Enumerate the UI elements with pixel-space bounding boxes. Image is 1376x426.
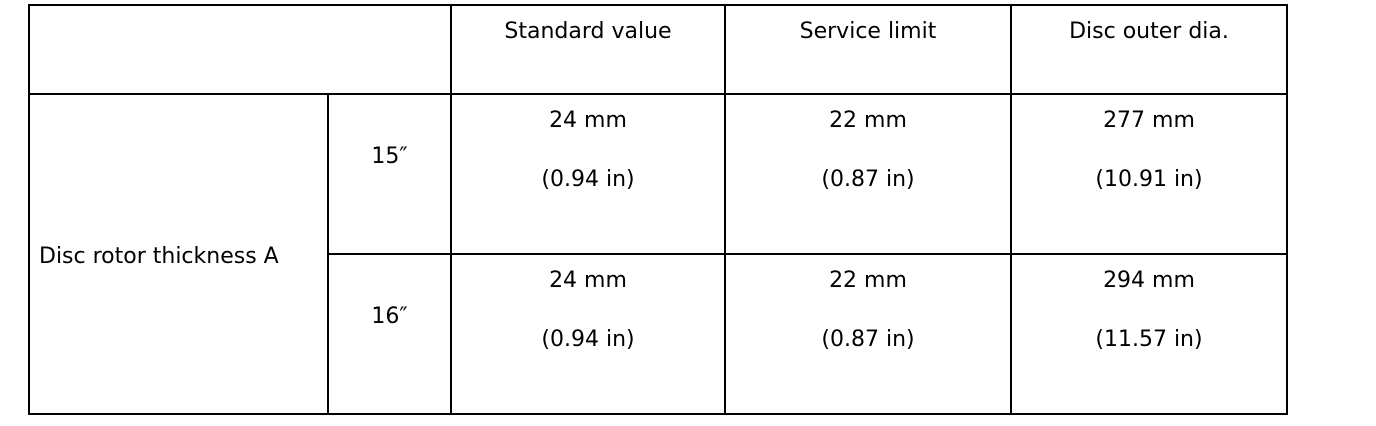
disc-outer-dia-cell: 294 mm (11.57 in) (1010, 253, 1288, 415)
header-empty-cell (28, 4, 452, 95)
disc-rotor-spec-table: Standard value Service limit Disc outer … (28, 4, 1288, 415)
size-cell: 15″ (327, 93, 452, 255)
service-limit-cell: 22 mm (0.87 in) (724, 253, 1012, 415)
header-standard-value: Standard value (450, 4, 726, 95)
table-row: Disc rotor thickness A 15″ 24 mm (0.94 in… (28, 93, 1288, 415)
standard-value-cell: 24 mm (0.94 in) (450, 253, 726, 415)
header-disc-outer-dia: Disc outer dia. (1010, 4, 1288, 95)
table-row: 16″ 24 mm (0.94 in) 22 mm (0.87 in) 294 mm… (29, 253, 1288, 415)
size-cell: 16″ (327, 253, 452, 415)
header-row: Standard value Service limit Disc outer … (28, 4, 1288, 95)
row-label-cell: Disc rotor thickness A (28, 93, 329, 415)
service-limit-cell: 22 mm (0.87 in) (724, 93, 1012, 255)
disc-outer-dia-cell: 277 mm (10.91 in) (1010, 93, 1288, 255)
header-service-limit: Service limit (724, 4, 1012, 95)
standard-value-cell: 24 mm (0.94 in) (450, 93, 726, 255)
